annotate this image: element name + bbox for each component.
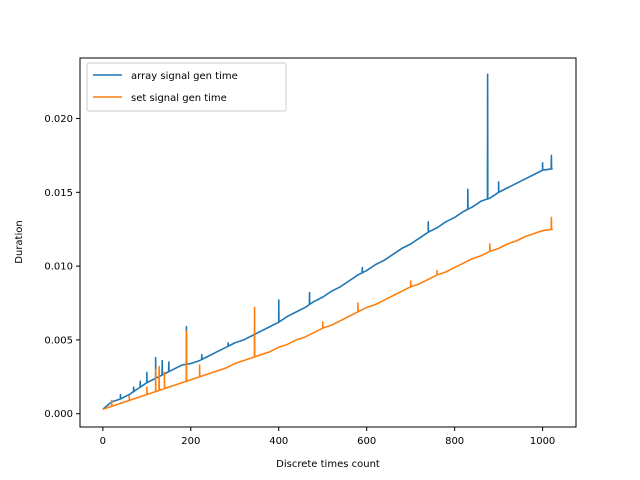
plot-area [80,58,576,427]
x-tick-label: 1000 [530,436,555,447]
x-tick-label: 0 [100,436,106,447]
legend-label-array: array signal gen time [131,71,238,82]
legend: array signal gen time set signal gen tim… [86,62,287,112]
y-tick-label: 0.005 [44,335,73,346]
y-tick-label: 0.020 [44,114,73,125]
plot-frame [79,57,577,428]
legend-label-set: set signal gen time [131,93,227,104]
x-tick-label: 200 [181,436,200,447]
y-tick-label: 0.000 [44,409,73,420]
x-tick-label: 800 [445,436,464,447]
y-tick-label: 0.015 [44,188,73,199]
x-axis: 0 200 400 600 800 1000 [100,427,555,447]
series-line-set [102,216,553,411]
legend-box [86,62,287,112]
x-tick-label: 400 [269,436,288,447]
x-tick-label: 600 [357,436,376,447]
y-axis-label: Duration [14,220,25,263]
x-axis-label: Discrete times count [276,459,380,470]
series-layer [102,73,553,411]
y-tick-label: 0.010 [44,262,73,273]
y-axis: 0.000 0.005 0.010 0.015 0.020 [44,114,80,420]
